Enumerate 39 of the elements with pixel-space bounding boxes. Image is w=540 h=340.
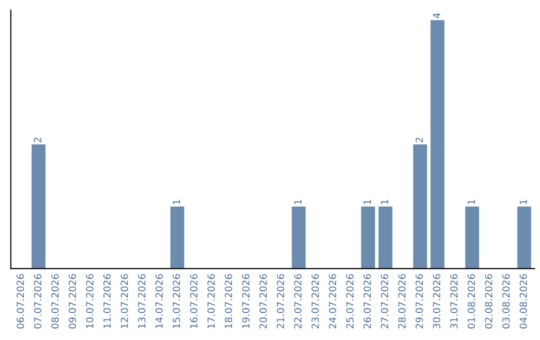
x-tick-label: 10.07.2026 [86, 274, 94, 328]
x-tick-label: 26.07.2026 [364, 274, 371, 328]
x-tick-label: 07.07.2026 [34, 274, 42, 328]
x-tick-label: 16.07.2026 [190, 274, 198, 328]
data-label: 1 [172, 200, 180, 204]
x-tick-label: 22.07.2026 [294, 274, 302, 328]
x-tick-label: 06.07.2026 [16, 274, 24, 328]
data-label: 2 [34, 138, 42, 142]
data-label: 1 [294, 200, 302, 204]
x-tick-label: 31.07.2026 [450, 274, 458, 328]
x-tick-label: 30.07.2026 [432, 274, 440, 328]
data-label: 1 [381, 200, 388, 204]
x-tick-label: 24.07.2026 [328, 274, 336, 328]
x-tick-label: 02.08.2026 [484, 274, 492, 328]
x-tick-label: 18.07.2026 [224, 274, 232, 328]
x-tick-label: 19.07.2026 [242, 274, 250, 328]
x-tick-label: 29.07.2026 [416, 274, 423, 328]
x-tick-label: 03.08.2026 [502, 274, 510, 328]
data-label: 2 [416, 138, 423, 142]
x-tick-label: 25.07.2026 [346, 274, 354, 328]
x-tick-label: 14.07.2026 [155, 274, 163, 328]
x-tick-label: 27.07.2026 [380, 274, 388, 328]
data-label: 1 [364, 200, 371, 204]
x-tick-label: 11.07.2026 [103, 274, 111, 328]
data-label: 1 [520, 200, 527, 204]
x-tick-label: 12.07.2026 [120, 274, 128, 328]
x-tick-label: 28.07.2026 [398, 274, 406, 328]
x-tick-label: 09.07.2026 [68, 274, 76, 328]
x-tick-label: 04.08.2026 [520, 274, 528, 328]
x-tick-label: 13.07.2026 [138, 274, 146, 328]
x-tick-label: 23.07.2026 [312, 274, 319, 328]
x-tick-label: 15.07.2026 [172, 274, 180, 328]
data-label: 1 [468, 200, 475, 204]
x-tick-label: 21.07.2026 [276, 274, 284, 328]
data-label: 4 [433, 13, 440, 18]
x-tick-label: 01.08.2026 [468, 274, 475, 328]
x-tick-label: 08.07.2026 [51, 274, 59, 328]
x-tick-label: 17.07.2026 [207, 274, 215, 328]
x-tick-label: 20.07.2026 [259, 274, 267, 328]
